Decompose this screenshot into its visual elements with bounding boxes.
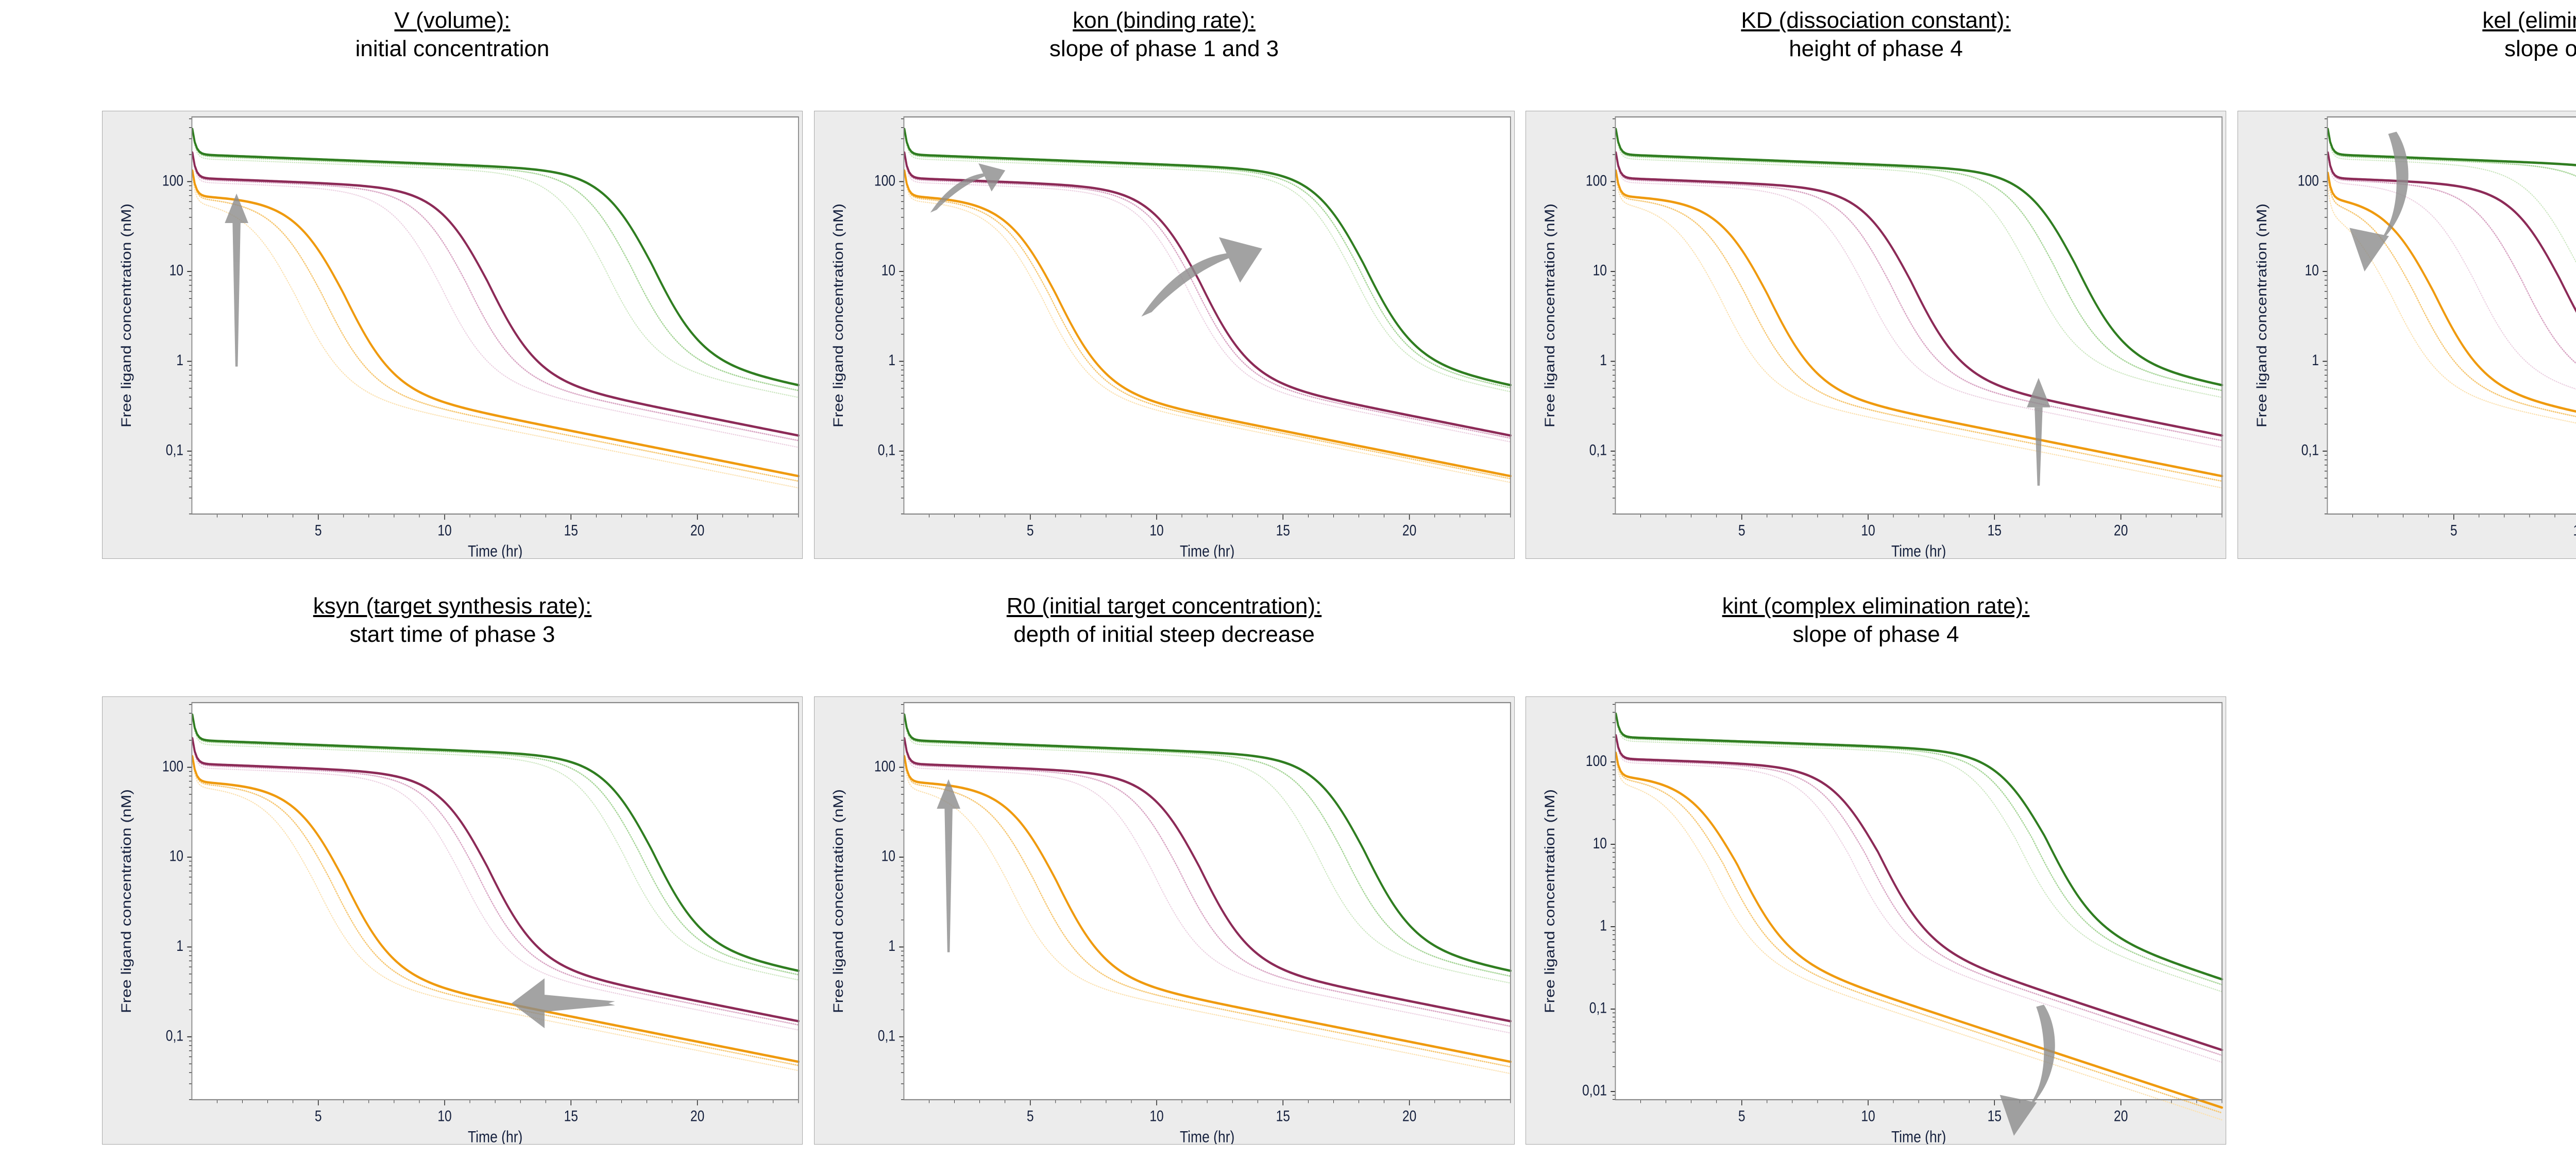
svg-text:Time (hr): Time (hr) — [1891, 542, 1946, 559]
svg-text:1: 1 — [888, 351, 895, 369]
svg-text:10: 10 — [1593, 834, 1607, 852]
svg-text:5: 5 — [1738, 522, 1745, 539]
svg-text:10: 10 — [2573, 522, 2576, 539]
svg-text:20: 20 — [690, 1107, 704, 1125]
svg-text:0,1: 0,1 — [166, 1027, 183, 1044]
svg-text:10: 10 — [1861, 522, 1875, 539]
svg-text:0,1: 0,1 — [1589, 441, 1607, 458]
svg-text:15: 15 — [1988, 1107, 2002, 1125]
svg-text:20: 20 — [690, 522, 704, 539]
svg-text:20: 20 — [1402, 522, 1416, 539]
svg-text:15: 15 — [1276, 522, 1290, 539]
svg-text:Free ligand concentration (nM): Free ligand concentration (nM) — [118, 203, 134, 428]
svg-text:1: 1 — [1600, 351, 1607, 369]
svg-text:100: 100 — [874, 172, 895, 189]
svg-text:100: 100 — [2297, 172, 2318, 189]
svg-text:5: 5 — [1026, 522, 1033, 539]
svg-text:Time (hr): Time (hr) — [1891, 1128, 1946, 1145]
svg-text:0,1: 0,1 — [2301, 441, 2318, 458]
svg-text:Free ligand concentration (nM): Free ligand concentration (nM) — [831, 203, 846, 428]
svg-text:5: 5 — [1738, 1107, 1745, 1125]
svg-text:100: 100 — [162, 172, 183, 189]
svg-text:20: 20 — [1402, 1107, 1416, 1125]
svg-text:Free ligand concentration (nM): Free ligand concentration (nM) — [2254, 203, 2269, 428]
svg-text:1: 1 — [1600, 917, 1607, 934]
svg-text:10: 10 — [1149, 522, 1163, 539]
svg-text:10: 10 — [1861, 1107, 1875, 1125]
svg-text:100: 100 — [162, 757, 183, 775]
svg-text:1: 1 — [888, 937, 895, 955]
svg-text:1: 1 — [2312, 351, 2319, 369]
svg-text:100: 100 — [874, 757, 895, 775]
svg-text:0,1: 0,1 — [166, 441, 183, 458]
svg-text:10: 10 — [170, 261, 183, 279]
svg-text:15: 15 — [564, 1107, 578, 1125]
svg-text:10: 10 — [437, 1107, 451, 1125]
svg-text:Time (hr): Time (hr) — [468, 542, 522, 559]
svg-text:0,1: 0,1 — [1589, 999, 1607, 1016]
svg-text:Time (hr): Time (hr) — [1179, 542, 1234, 559]
svg-text:Free ligand concentration (nM): Free ligand concentration (nM) — [118, 789, 134, 1013]
svg-text:15: 15 — [1988, 522, 2002, 539]
svg-text:Free ligand concentration (nM): Free ligand concentration (nM) — [1542, 789, 1557, 1013]
svg-text:100: 100 — [1586, 752, 1607, 770]
svg-text:15: 15 — [564, 522, 578, 539]
svg-text:15: 15 — [1276, 1107, 1290, 1125]
svg-text:0,1: 0,1 — [877, 441, 895, 458]
svg-text:Time (hr): Time (hr) — [468, 1128, 522, 1145]
svg-text:10: 10 — [170, 847, 183, 864]
svg-text:Free ligand concentration (nM): Free ligand concentration (nM) — [831, 789, 846, 1013]
svg-text:5: 5 — [315, 522, 322, 539]
svg-text:10: 10 — [437, 522, 451, 539]
svg-text:10: 10 — [881, 847, 895, 864]
svg-text:10: 10 — [881, 261, 895, 279]
svg-text:10: 10 — [2304, 261, 2318, 279]
svg-text:20: 20 — [2114, 522, 2128, 539]
svg-text:Free ligand concentration (nM): Free ligand concentration (nM) — [1542, 203, 1557, 428]
svg-text:10: 10 — [1149, 1107, 1163, 1125]
svg-text:20: 20 — [2114, 1107, 2128, 1125]
svg-text:1: 1 — [176, 351, 183, 369]
svg-text:0,1: 0,1 — [877, 1027, 895, 1044]
svg-text:5: 5 — [315, 1107, 322, 1125]
svg-text:100: 100 — [1586, 172, 1607, 189]
svg-text:Time (hr): Time (hr) — [1179, 1128, 1234, 1145]
svg-text:0,01: 0,01 — [1582, 1081, 1607, 1099]
svg-text:1: 1 — [176, 937, 183, 955]
svg-text:5: 5 — [2450, 522, 2457, 539]
svg-text:10: 10 — [1593, 261, 1607, 279]
svg-text:5: 5 — [1026, 1107, 1033, 1125]
